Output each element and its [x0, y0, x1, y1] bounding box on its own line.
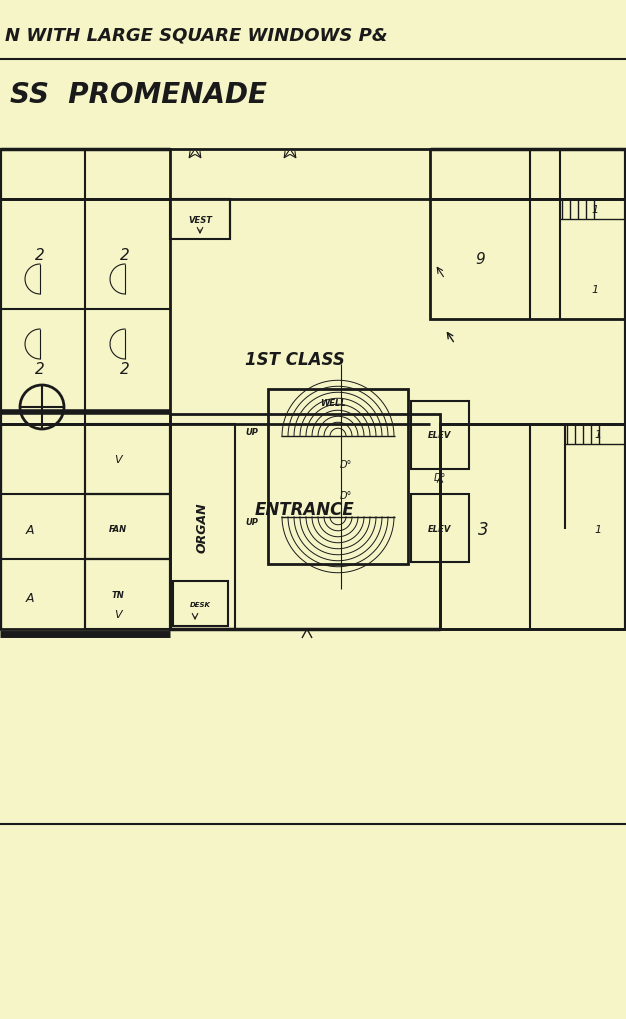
Text: ORGAN: ORGAN	[195, 502, 208, 552]
Text: 2: 2	[35, 362, 45, 377]
Text: UP: UP	[245, 427, 259, 436]
Bar	[85, 559, 170, 630]
Text: SS  PROMENADE: SS PROMENADE	[10, 81, 267, 109]
Bar	[0, 425, 170, 630]
Text: A: A	[26, 591, 34, 604]
Bar	[268, 389, 408, 565]
Bar	[85, 494, 170, 559]
Text: TN: TN	[111, 590, 125, 599]
Bar	[170, 415, 440, 630]
Text: ELEV: ELEV	[428, 524, 452, 533]
Text: 1: 1	[592, 205, 598, 215]
Text: 1: 1	[592, 284, 598, 294]
Text: ENTRANCE: ENTRANCE	[255, 500, 355, 519]
Bar	[170, 425, 235, 630]
Bar	[0, 150, 170, 200]
Text: 2: 2	[120, 248, 130, 262]
Text: ELEV: ELEV	[428, 431, 452, 440]
Text: VEST: VEST	[188, 215, 212, 224]
Bar	[85, 425, 170, 494]
Text: 1: 1	[595, 430, 602, 439]
Text: 9: 9	[475, 253, 485, 267]
Text: UP: UP	[245, 518, 259, 527]
Text: 2: 2	[35, 248, 45, 262]
Text: V: V	[114, 454, 122, 465]
Text: 1ST CLASS: 1ST CLASS	[245, 351, 345, 369]
Bar	[173, 582, 228, 627]
Text: N WITH LARGE SQUARE WINDOWS P&: N WITH LARGE SQUARE WINDOWS P&	[5, 25, 387, 44]
Text: D°: D°	[340, 490, 352, 500]
Text: 1: 1	[595, 525, 602, 535]
Bar	[430, 150, 626, 200]
Text: 3: 3	[478, 521, 488, 538]
Bar	[440, 425, 626, 630]
Bar	[411, 494, 469, 562]
Text: D°: D°	[434, 473, 446, 483]
Text: V: V	[114, 609, 122, 620]
Text: D°: D°	[340, 460, 352, 470]
Bar	[411, 401, 469, 470]
Bar	[430, 200, 626, 320]
Bar	[0, 200, 170, 425]
Text: A: A	[26, 523, 34, 536]
Text: WELL: WELL	[320, 399, 346, 408]
Bar	[170, 200, 230, 239]
Text: DESK: DESK	[190, 601, 210, 607]
Text: FAN: FAN	[109, 525, 127, 534]
Text: 2: 2	[120, 362, 130, 377]
